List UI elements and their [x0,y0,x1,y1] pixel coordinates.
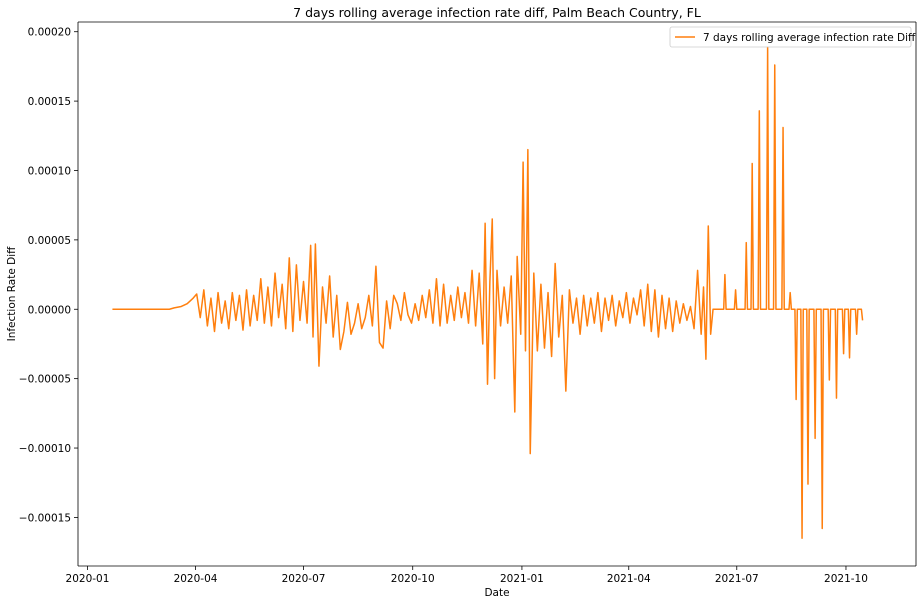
chart-title: 7 days rolling average infection rate di… [293,5,701,20]
x-axis-label: Date [484,587,509,599]
y-tick-label: 0.00010 [28,165,71,177]
y-tick-label: 0.00020 [28,27,71,39]
x-tick-label: 2020-10 [391,573,435,585]
x-tick-label: 2020-04 [174,573,218,585]
axes-frame [77,21,917,567]
y-tick-label: 0.00000 [28,304,71,316]
y-tick-label: −0.00010 [19,443,71,455]
x-axis-ticks: 2020-01 2020-04 2020-07 2020-10 2021-01 2021-… [66,566,868,585]
legend: 7 days rolling average infection rate Di… [669,26,916,48]
y-axis-ticks: −0.00015 −0.00010 −0.00005 0.00000 0.00005 0.… [19,27,78,524]
y-tick-label: 0.00015 [28,96,71,108]
y-axis-label: Infection Rate Diff [6,246,18,342]
y-tick-label: −0.00005 [19,374,71,386]
series-line-0 [112,46,864,539]
legend-label: 7 days rolling average infection rate Di… [703,32,916,44]
x-tick-label: 2020-07 [282,573,326,585]
x-tick-label: 2020-01 [66,573,110,585]
x-tick-label: 2021-01 [500,573,544,585]
legend-box [669,26,912,48]
y-tick-label: 0.00005 [28,235,71,247]
x-tick-label: 2021-07 [715,573,759,585]
x-tick-label: 2021-04 [607,573,651,585]
x-tick-label: 2021-10 [824,573,868,585]
y-tick-label: −0.00015 [19,512,71,524]
series-layer [112,46,864,539]
